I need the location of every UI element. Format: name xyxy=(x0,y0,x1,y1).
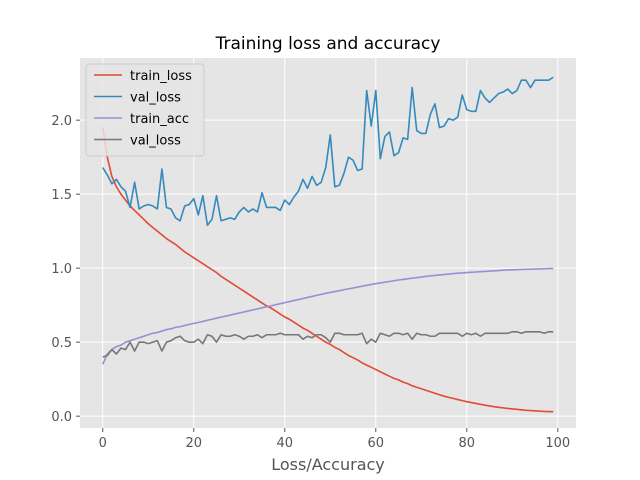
x-tick-label: 20 xyxy=(185,436,202,451)
series-line-3-val_loss xyxy=(102,330,554,358)
legend: train_loss val_loss train_acc val_loss xyxy=(85,63,205,157)
y-tick-label: 1.0 xyxy=(51,262,72,277)
legend-label: val_loss xyxy=(130,91,181,106)
x-axis-title: Loss/Accuracy xyxy=(271,455,385,474)
y-tick-label: 0.5 xyxy=(51,336,72,351)
x-axis: 0 20 40 60 80 100 xyxy=(99,428,570,451)
y-tick-label: 2.0 xyxy=(51,114,72,129)
chart-title: Training loss and accuracy xyxy=(215,34,441,54)
legend-label: train_acc xyxy=(130,112,189,127)
grid xyxy=(80,58,576,428)
y-tick-label: 1.5 xyxy=(51,188,72,203)
series-line-2-train_acc xyxy=(102,267,554,365)
x-tick-label: 0 xyxy=(99,436,107,451)
x-tick-label: 40 xyxy=(276,436,293,451)
x-tick-label: 60 xyxy=(368,436,385,451)
y-axis: 0.0 0.5 1.0 1.5 2.0 xyxy=(51,114,80,425)
legend-box xyxy=(85,63,205,157)
legend-label: train_loss xyxy=(130,69,192,84)
legend-label: val_loss xyxy=(130,134,181,149)
series-line-0-train_loss xyxy=(101,127,554,413)
x-tick-label: 100 xyxy=(545,436,570,451)
series-line-1-val_loss xyxy=(102,76,554,227)
y-tick-label: 0.0 xyxy=(51,410,72,425)
x-tick-label: 80 xyxy=(459,436,476,451)
series-lines xyxy=(101,76,554,413)
